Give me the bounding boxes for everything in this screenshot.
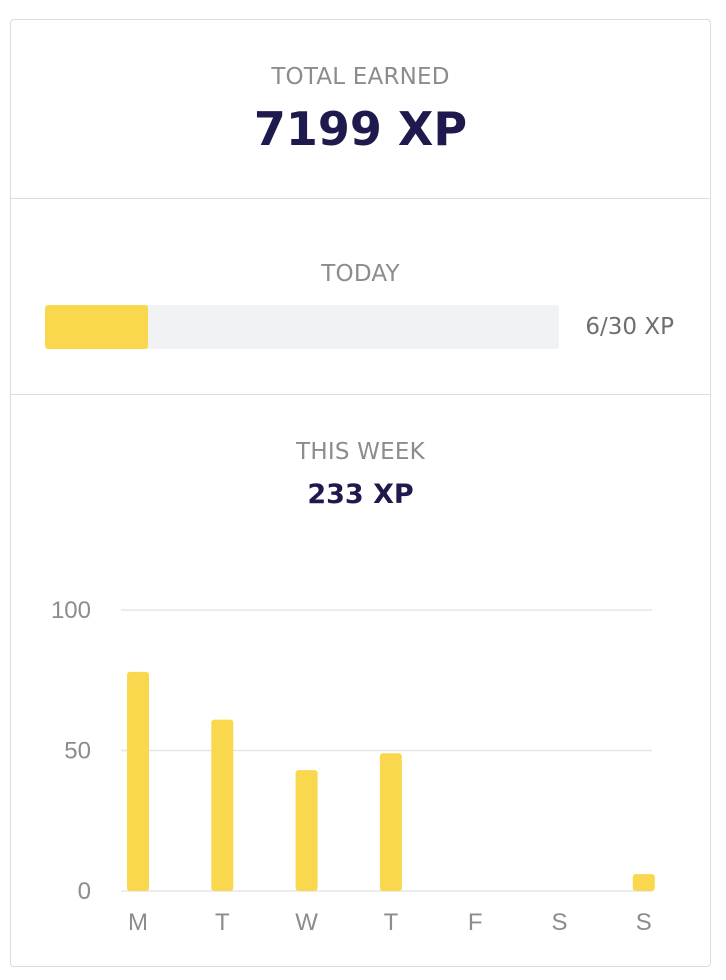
today-section: TODAY 6/30 XP [11, 199, 710, 395]
bar-1 [211, 719, 234, 891]
this-week-label: THIS WEEK [296, 439, 425, 465]
today-progress-bar [45, 305, 559, 349]
total-earned-label: TOTAL EARNED [271, 64, 450, 90]
today-progress-fill [45, 305, 148, 349]
bar-3 [379, 753, 402, 891]
y-tick-label: 50 [64, 738, 91, 765]
this-week-value: 233 XP [307, 479, 414, 510]
weekly-xp-chart: 0 50 100 M T W T F S S [51, 597, 655, 936]
bar-0 [127, 671, 149, 891]
total-earned-section: TOTAL EARNED 7199 XP [11, 20, 710, 199]
bar-6 [632, 874, 655, 891]
x-tick-label: T [384, 909, 399, 936]
today-label: TODAY [321, 261, 400, 287]
this-week-section: THIS WEEK 233 XP 0 50 100 M T W T F S S [11, 395, 710, 966]
x-tick-label: F [468, 909, 483, 936]
x-tick-label: S [551, 909, 567, 936]
today-progress-value: 6/30 XP [585, 314, 674, 340]
xp-card: TOTAL EARNED 7199 XP TODAY 6/30 XP THIS … [10, 19, 711, 967]
y-tick-label: 0 [78, 878, 91, 905]
x-tick-label: W [295, 909, 318, 936]
y-tick-label: 100 [51, 597, 91, 624]
x-tick-label: T [215, 909, 230, 936]
x-tick-label: S [636, 909, 652, 936]
x-tick-label: M [128, 909, 148, 936]
total-earned-value: 7199 XP [253, 102, 468, 156]
bar-2 [295, 770, 318, 891]
